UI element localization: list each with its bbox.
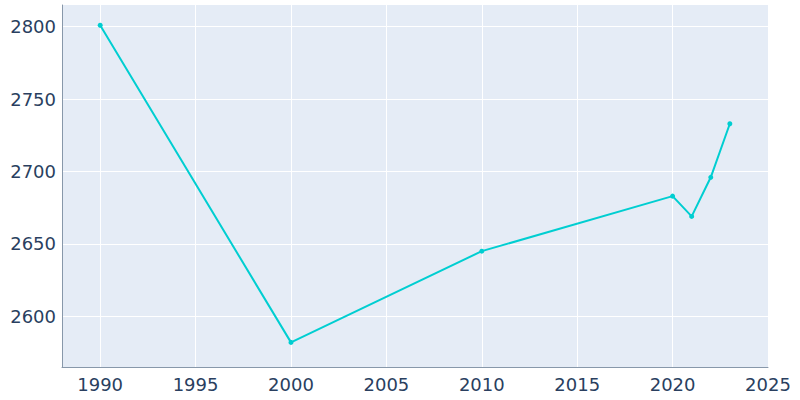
svg-text:1995: 1995: [173, 374, 219, 395]
svg-text:2010: 2010: [459, 374, 505, 395]
svg-text:2650: 2650: [10, 233, 56, 254]
svg-text:2750: 2750: [10, 89, 56, 110]
svg-text:2020: 2020: [650, 374, 696, 395]
svg-text:2800: 2800: [10, 16, 56, 37]
svg-text:2000: 2000: [268, 374, 314, 395]
svg-text:2600: 2600: [10, 306, 56, 327]
svg-text:2700: 2700: [10, 161, 56, 182]
svg-text:2015: 2015: [554, 374, 600, 395]
svg-text:1990: 1990: [77, 374, 123, 395]
svg-text:2005: 2005: [363, 374, 409, 395]
svg-text:2025: 2025: [745, 374, 791, 395]
